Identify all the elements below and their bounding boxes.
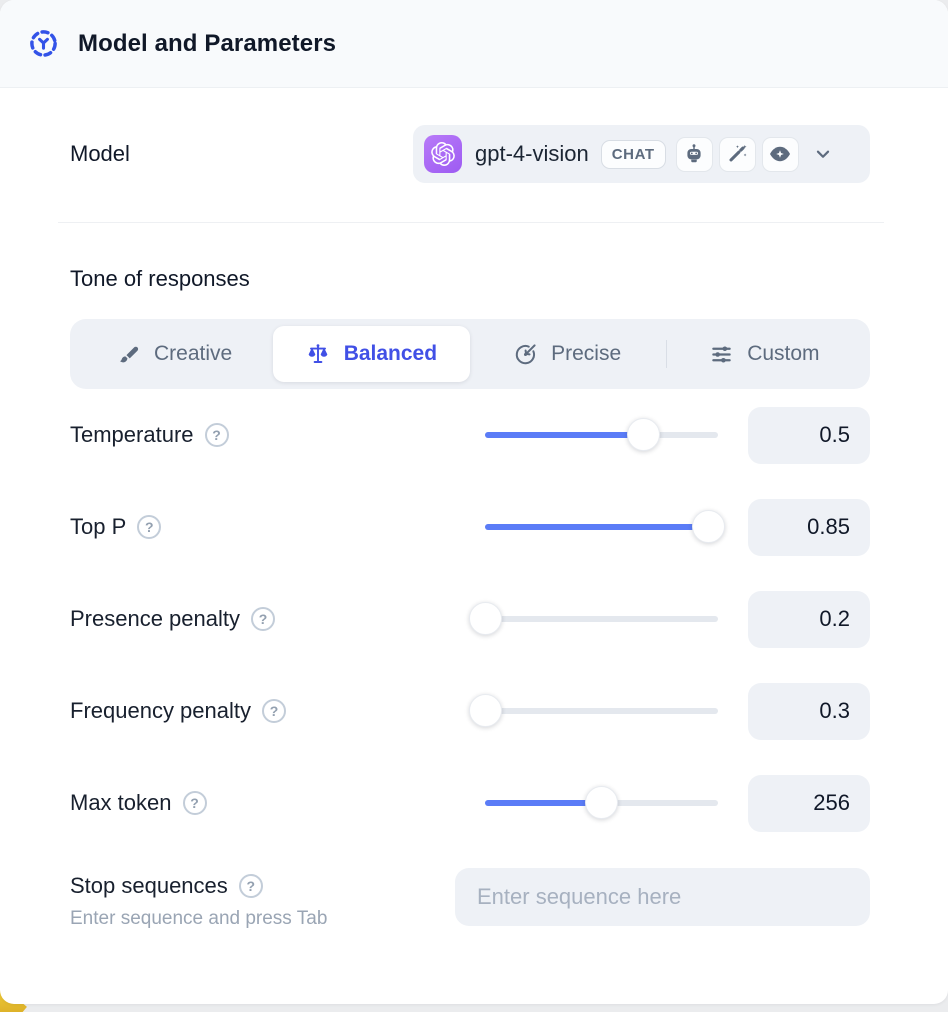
slider-track[interactable] bbox=[485, 524, 718, 530]
slider-thumb[interactable] bbox=[585, 786, 618, 819]
model-label: Model bbox=[70, 141, 130, 166]
help-icon[interactable]: ? bbox=[137, 515, 162, 539]
tone-heading: Tone of responses bbox=[70, 266, 250, 291]
model-hub-icon bbox=[28, 28, 59, 59]
tab-label: Creative bbox=[154, 342, 233, 365]
slider-thumb[interactable] bbox=[468, 602, 502, 635]
tab-balanced[interactable]: Balanced bbox=[273, 326, 470, 382]
top-p-value[interactable]: 0.85 bbox=[748, 498, 870, 556]
slider-fill bbox=[485, 432, 644, 438]
help-icon[interactable]: ? bbox=[251, 607, 275, 631]
stop-sequences-label: Stop sequences bbox=[70, 873, 228, 898]
param-row-presence-penalty: Presence penalty ? 0.2 bbox=[70, 573, 870, 665]
presence-penalty-value[interactable]: 0.2 bbox=[748, 590, 870, 648]
magic-wand-icon bbox=[718, 136, 756, 172]
param-row-frequency-penalty: Frequency penalty ? 0.3 bbox=[70, 665, 870, 757]
presence-penalty-slider[interactable] bbox=[468, 602, 718, 636]
max-token-value[interactable]: 256 bbox=[748, 774, 870, 832]
max-token-label: Max token bbox=[70, 790, 172, 815]
param-row-temperature: Temperature ? 0.5 bbox=[70, 389, 870, 481]
frequency-penalty-slider[interactable] bbox=[468, 694, 718, 728]
panel-header: Model and Parameters bbox=[0, 0, 948, 88]
presence-penalty-label: Presence penalty bbox=[70, 606, 240, 631]
section-divider bbox=[58, 222, 884, 223]
slider-fill bbox=[485, 800, 602, 806]
capability-badges bbox=[675, 136, 799, 172]
target-arrow-icon bbox=[514, 343, 537, 366]
max-token-slider[interactable] bbox=[485, 786, 718, 820]
robot-icon bbox=[675, 136, 713, 172]
temperature-slider[interactable] bbox=[485, 418, 718, 452]
help-icon[interactable]: ? bbox=[204, 423, 229, 447]
page-title: Model and Parameters bbox=[78, 29, 337, 57]
param-row-top-p: Top P ? 0.85 bbox=[70, 481, 870, 573]
tab-separator bbox=[665, 340, 667, 368]
help-icon[interactable]: ? bbox=[238, 874, 263, 898]
slider-thumb[interactable] bbox=[468, 694, 502, 727]
vision-eye-icon bbox=[761, 136, 799, 172]
tab-precise[interactable]: Precise bbox=[470, 326, 666, 382]
tab-label: Precise bbox=[551, 342, 622, 365]
tab-label: Balanced bbox=[343, 342, 438, 365]
frequency-penalty-value[interactable]: 0.3 bbox=[748, 682, 870, 740]
model-select-dropdown[interactable]: gpt-4-vision CHAT bbox=[413, 125, 870, 183]
openai-logo-icon bbox=[424, 135, 462, 173]
model-row: Model gpt-4-vision CHAT bbox=[70, 125, 870, 183]
tone-tab-bar: Creative Balanced bbox=[70, 319, 870, 389]
help-icon[interactable]: ? bbox=[182, 791, 207, 815]
temperature-label: Temperature bbox=[70, 422, 194, 447]
stop-sequence-input[interactable] bbox=[455, 868, 870, 926]
stop-sequences-hint: Enter sequence and press Tab bbox=[70, 908, 328, 929]
paintbrush-icon bbox=[118, 343, 140, 365]
sliders-icon bbox=[710, 343, 733, 366]
tab-label: Custom bbox=[747, 342, 820, 365]
top-p-slider[interactable] bbox=[485, 510, 726, 544]
param-row-max-token: Max token ? 256 bbox=[70, 757, 870, 849]
slider-track[interactable] bbox=[485, 432, 718, 438]
balance-scale-icon bbox=[306, 342, 330, 366]
stop-sequences-row: Stop sequences ? Enter sequence and pres… bbox=[70, 868, 870, 930]
chat-type-badge: CHAT bbox=[600, 139, 666, 169]
tab-creative[interactable]: Creative bbox=[77, 326, 273, 382]
top-p-label: Top P bbox=[70, 514, 127, 539]
tab-custom[interactable]: Custom bbox=[667, 326, 863, 382]
slider-track[interactable] bbox=[485, 616, 718, 622]
slider-thumb[interactable] bbox=[626, 418, 660, 451]
help-icon[interactable]: ? bbox=[262, 699, 286, 723]
slider-thumb[interactable] bbox=[692, 510, 726, 543]
frequency-penalty-label: Frequency penalty bbox=[70, 698, 251, 723]
temperature-value[interactable]: 0.5 bbox=[748, 406, 870, 464]
model-name: gpt-4-vision bbox=[475, 141, 589, 166]
slider-fill bbox=[485, 524, 709, 530]
slider-track[interactable] bbox=[485, 708, 718, 714]
chevron-down-icon[interactable] bbox=[812, 143, 834, 165]
